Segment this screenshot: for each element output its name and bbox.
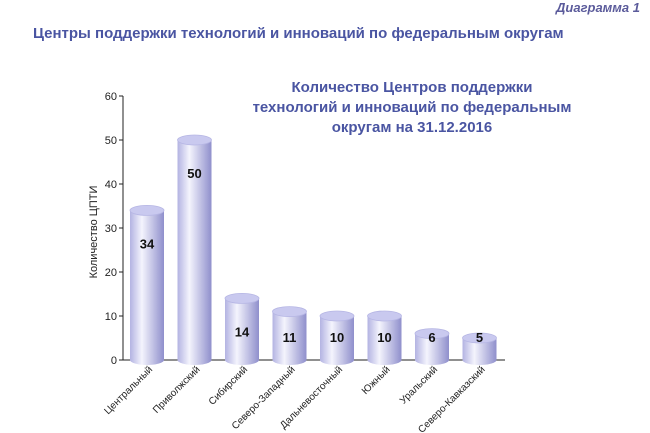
- data-label: 10: [377, 330, 391, 345]
- data-label: 5: [476, 330, 483, 345]
- bar-top: [462, 332, 497, 344]
- data-label: 6: [428, 330, 435, 345]
- y-tick-label: 0: [111, 355, 117, 367]
- bar-top: [319, 310, 355, 322]
- chart-title-line-1: Количество Центров поддержки: [291, 79, 533, 96]
- chart-title-line-3: округам на 31.12.2016: [331, 119, 493, 136]
- chart-title: Количество Центров поддержки технологий …: [242, 78, 582, 138]
- bar: [414, 328, 450, 365]
- bar-body: [130, 210, 164, 365]
- bar-body: [320, 316, 354, 365]
- bar-body: [177, 140, 212, 365]
- y-tick-label: 30: [105, 223, 117, 235]
- category-label: Центральный: [102, 364, 155, 417]
- bar-top: [367, 310, 402, 322]
- bar: [129, 204, 165, 365]
- category-label: Сибирский: [206, 364, 250, 408]
- y-tick-label: 60: [105, 91, 117, 103]
- bar-top: [129, 204, 165, 216]
- y-tick-label: 40: [105, 179, 117, 191]
- bar-body: [415, 333, 449, 365]
- category-label: Уральский: [398, 364, 440, 406]
- bar: [367, 310, 402, 365]
- data-label: 11: [283, 330, 297, 345]
- y-tick-label: 20: [105, 267, 117, 279]
- bar-body: [225, 298, 259, 365]
- chart-title-line-2: технологий и инноваций по федеральным: [252, 99, 572, 116]
- bar: [177, 134, 212, 365]
- bar-top: [224, 292, 260, 304]
- category-label: Южный: [360, 364, 393, 397]
- bar-top: [272, 306, 307, 318]
- bar: [224, 292, 260, 365]
- y-tick-label: 10: [105, 311, 117, 323]
- bar-top: [414, 328, 450, 340]
- y-axis-label: Количество ЦПТИ: [88, 186, 100, 279]
- bar: [462, 332, 497, 365]
- bar-body: [272, 311, 307, 365]
- bar-body: [462, 338, 497, 365]
- data-label: 10: [330, 330, 344, 345]
- category-label: Приволжский: [151, 364, 203, 416]
- bar-top: [177, 134, 212, 146]
- y-tick-label: 50: [105, 135, 117, 147]
- bar-body: [367, 316, 402, 365]
- data-label: 34: [140, 236, 155, 251]
- bar: [319, 310, 355, 365]
- page-title: Центры поддержки технологий и инноваций …: [33, 25, 564, 42]
- data-label: 50: [187, 166, 201, 181]
- diagram-number-label: Диаграмма 1: [556, 0, 640, 15]
- bar: [272, 306, 307, 365]
- data-label: 14: [235, 324, 250, 339]
